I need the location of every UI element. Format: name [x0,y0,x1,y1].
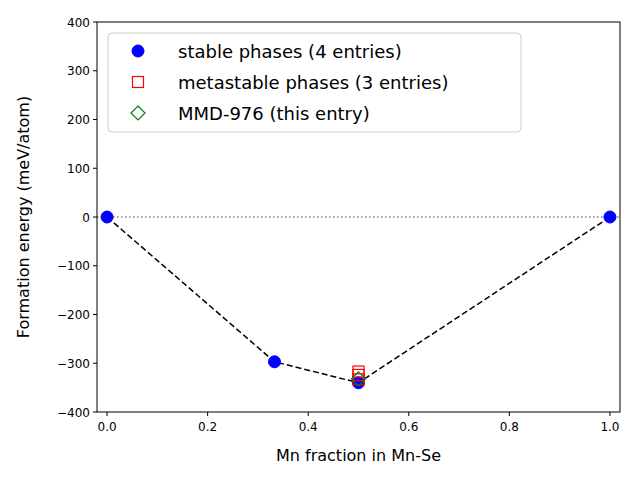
y-tick-label: 200 [67,113,90,127]
y-tick-label: −100 [57,259,90,273]
legend-marker [131,106,145,120]
x-tick [408,412,409,416]
y-tick [93,314,97,315]
y-axis-label: Formation energy (meV/atom) [14,96,33,338]
x-tick [308,412,309,416]
y-tick-label: 300 [67,64,90,78]
plot-area [97,211,620,389]
y-tick [93,22,97,23]
x-tick [509,412,510,416]
y-tick-label: −300 [57,357,90,371]
x-tick [107,412,108,416]
x-tick [207,412,208,416]
data-point [352,372,366,386]
x-tick-label: 0.8 [500,420,519,434]
y-tick [93,70,97,71]
x-tick-label: 0.2 [198,420,217,434]
data-point [269,356,281,368]
data-point [604,211,616,223]
legend-marker [132,45,144,57]
legend-label: MMD-976 (this entry) [178,103,370,124]
legend-marker [133,77,144,88]
legend-label: stable phases (4 entries) [178,41,402,62]
y-tick [93,217,97,218]
data-point [101,211,113,223]
legend-box [108,33,521,132]
y-tick [93,265,97,266]
y-tick [93,363,97,364]
x-tick-label: 0.4 [299,420,318,434]
data-point [353,377,365,389]
y-tick [93,119,97,120]
legend-label: metastable phases (3 entries) [178,72,448,93]
reference-line [97,216,620,218]
y-tick-label: 0 [82,211,90,225]
x-tick [609,412,610,416]
y-tick [93,412,97,413]
x-tick-label: 0.6 [399,420,418,434]
x-tick-label: 0.0 [98,420,117,434]
hull-line [107,217,610,383]
x-axis-label: Mn fraction in Mn-Se [276,446,441,465]
legend: stable phases (4 entries) metastable phas… [108,33,521,132]
x-tick-label: 1.0 [600,420,619,434]
y-tick-label: 400 [67,16,90,30]
y-tick-label: 100 [67,162,90,176]
chart: 0.0 0.2 0.4 0.6 0.8 1.0 −400 −300 −200 −100 0 100 20… [0,0,640,480]
y-tick-label: −400 [57,406,90,420]
plot-frame [97,22,620,412]
y-tick-label: −200 [57,308,90,322]
y-tick [93,168,97,169]
